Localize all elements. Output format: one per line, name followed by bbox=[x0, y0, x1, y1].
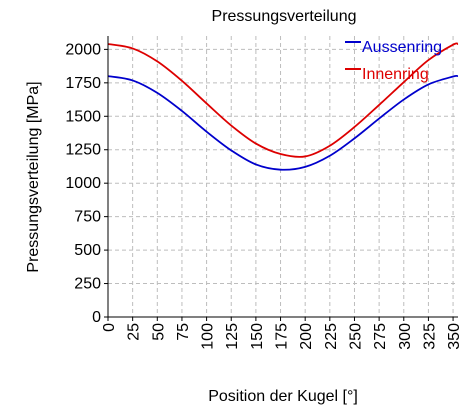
x-tick-label: 75 bbox=[175, 323, 192, 341]
x-tick-label: 100 bbox=[200, 323, 217, 350]
y-tick-label: 750 bbox=[74, 209, 101, 226]
x-tick-labels: 0 25 50 75 100 125 150 175 200 225 250 275 300 325 350 bbox=[101, 323, 463, 350]
x-tick-label: 175 bbox=[274, 323, 291, 350]
legend-label-innenring: Innenring bbox=[362, 66, 429, 83]
x-tick-label: 350 bbox=[446, 323, 463, 350]
axes bbox=[104, 36, 458, 321]
series-line-innenring bbox=[107, 42, 459, 158]
grid bbox=[108, 36, 458, 317]
y-tick-label: 500 bbox=[74, 242, 101, 259]
y-tick-labels: 0 250 500 750 1000 1250 1500 1750 2000 bbox=[65, 41, 101, 326]
x-tick-label: 150 bbox=[249, 323, 266, 350]
x-tick-label: 275 bbox=[372, 323, 389, 350]
y-tick-label: 1750 bbox=[65, 75, 101, 92]
x-tick-label: 325 bbox=[421, 323, 438, 350]
chart-title: Pressungsverteilung bbox=[212, 8, 357, 25]
x-tick-label: 225 bbox=[323, 323, 340, 350]
y-tick-label: 0 bbox=[92, 309, 101, 326]
x-tick-label: 200 bbox=[298, 323, 315, 350]
y-axis-label: Pressungsverteilung [MPa] bbox=[25, 81, 42, 272]
legend-label-aussenring: Aussenring bbox=[362, 39, 442, 56]
legend: Aussenring Innenring bbox=[345, 39, 442, 83]
y-tick-label: 250 bbox=[74, 276, 101, 293]
x-tick-label: 300 bbox=[397, 323, 414, 350]
x-tick-label: 250 bbox=[347, 323, 364, 350]
y-tick-label: 2000 bbox=[65, 41, 101, 58]
x-tick-label: 25 bbox=[126, 323, 143, 341]
x-tick-label: 125 bbox=[224, 323, 241, 350]
x-tick-label: 50 bbox=[150, 323, 167, 341]
series-line-aussenring bbox=[107, 74, 459, 171]
y-tick-label: 1000 bbox=[65, 175, 101, 192]
x-tick-label: 0 bbox=[101, 323, 118, 332]
y-tick-label: 1250 bbox=[65, 142, 101, 159]
series-group bbox=[107, 42, 459, 171]
x-axis-label: Position der Kugel [°] bbox=[208, 388, 358, 405]
y-tick-label: 1500 bbox=[65, 108, 101, 125]
